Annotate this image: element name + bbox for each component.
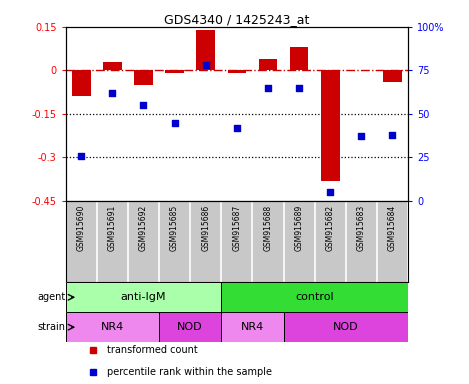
- Bar: [134, 70, 153, 85]
- Bar: [221, 312, 284, 342]
- Text: percentile rank within the sample: percentile rank within the sample: [107, 367, 272, 377]
- Text: GSM915682: GSM915682: [325, 205, 335, 251]
- Point: [109, 90, 116, 96]
- Point: [264, 85, 272, 91]
- Point: [357, 133, 365, 139]
- Text: GSM915689: GSM915689: [295, 205, 303, 251]
- Bar: [197, 30, 215, 70]
- Point: [295, 85, 303, 91]
- Text: GSM915687: GSM915687: [232, 205, 242, 251]
- Text: GSM915691: GSM915691: [108, 205, 117, 251]
- Text: NOD: NOD: [177, 322, 203, 332]
- Text: strain: strain: [38, 322, 66, 332]
- Bar: [321, 70, 340, 180]
- Text: NR4: NR4: [101, 322, 124, 332]
- Bar: [290, 47, 309, 70]
- Bar: [66, 282, 221, 312]
- Text: NOD: NOD: [333, 322, 359, 332]
- Point: [202, 62, 210, 68]
- Bar: [221, 282, 408, 312]
- Bar: [284, 312, 408, 342]
- Point: [389, 132, 396, 138]
- Point: [77, 152, 85, 159]
- Bar: [165, 70, 184, 73]
- Text: transformed count: transformed count: [107, 346, 197, 356]
- Point: [233, 125, 241, 131]
- Text: control: control: [295, 292, 334, 302]
- Bar: [227, 70, 246, 73]
- Point: [171, 119, 178, 126]
- Bar: [383, 70, 402, 82]
- Text: GSM915684: GSM915684: [388, 205, 397, 251]
- Text: NR4: NR4: [241, 322, 264, 332]
- Bar: [159, 312, 221, 342]
- Text: agent: agent: [38, 292, 66, 302]
- Point: [326, 189, 334, 195]
- Point: [140, 102, 147, 108]
- Text: GSM915690: GSM915690: [77, 205, 86, 251]
- Title: GDS4340 / 1425243_at: GDS4340 / 1425243_at: [164, 13, 310, 26]
- Text: GSM915685: GSM915685: [170, 205, 179, 251]
- Bar: [258, 59, 277, 70]
- Bar: [66, 312, 159, 342]
- Text: GSM915692: GSM915692: [139, 205, 148, 251]
- Bar: [103, 62, 121, 70]
- Bar: [72, 70, 91, 96]
- Text: GSM915683: GSM915683: [357, 205, 366, 251]
- Text: GSM915688: GSM915688: [264, 205, 272, 251]
- Text: anti-IgM: anti-IgM: [121, 292, 166, 302]
- Text: GSM915686: GSM915686: [201, 205, 210, 251]
